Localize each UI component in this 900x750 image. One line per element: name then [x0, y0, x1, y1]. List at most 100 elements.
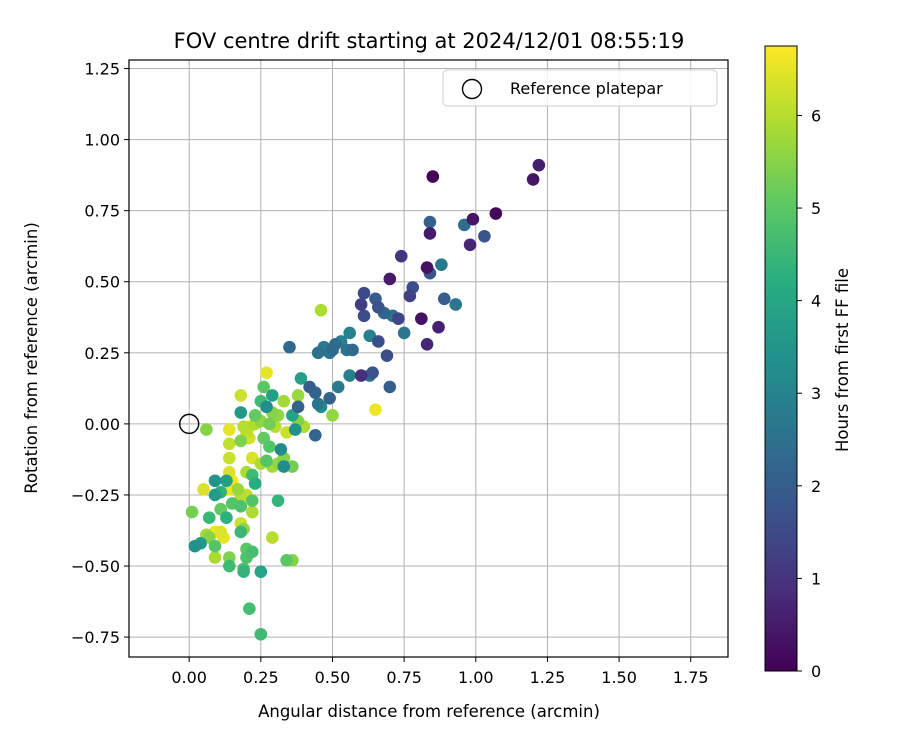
plot-frame	[128, 59, 729, 658]
x-tick-label: 1.00	[458, 668, 494, 687]
data-point	[283, 340, 296, 354]
data-point	[223, 451, 236, 465]
data-point	[245, 505, 259, 519]
y-tick-label: −0.50	[71, 557, 120, 576]
data-point	[277, 394, 291, 408]
data-point	[200, 423, 213, 436]
legend: Reference platepar	[442, 69, 718, 107]
x-tick-label: 0.25	[243, 668, 279, 687]
data-point	[220, 511, 233, 524]
data-point	[314, 303, 328, 317]
data-point	[257, 380, 271, 394]
x-axis-ticks: 0.00 0.25 0.50 0.75 1.00 1.25 1.50 1.75	[171, 657, 709, 687]
data-point	[231, 482, 245, 496]
y-tick-label: −0.25	[71, 486, 120, 505]
data-point	[271, 494, 285, 507]
data-point	[260, 454, 273, 468]
colorbar-tick-label: 0	[811, 662, 821, 681]
data-point	[208, 551, 222, 564]
colorbar-tick-label: 4	[811, 292, 821, 311]
colorbar-gradient	[764, 45, 798, 672]
data-point	[420, 261, 434, 274]
data-point	[266, 389, 279, 402]
data-point	[403, 289, 417, 303]
data-point	[237, 565, 250, 579]
data-point	[354, 369, 368, 382]
y-tick-label: −0.75	[71, 628, 120, 647]
data-point	[372, 335, 385, 348]
data-point	[234, 406, 248, 419]
reference-point	[178, 413, 200, 435]
data-point	[323, 392, 336, 405]
colorbar-label: Hours from first FF file	[833, 268, 852, 452]
data-point	[280, 554, 293, 567]
data-point	[383, 272, 397, 286]
data-point	[532, 158, 546, 172]
data-point	[188, 539, 202, 553]
data-point	[357, 309, 371, 323]
y-axis-label: Rotation from reference (arcmin)	[22, 222, 41, 494]
data-point	[274, 443, 288, 456]
data-point	[197, 482, 210, 496]
data-point	[366, 366, 379, 380]
data-point	[489, 207, 503, 220]
data-point	[423, 227, 437, 240]
data-point	[248, 477, 262, 490]
data-point	[343, 326, 356, 340]
data-point	[223, 437, 236, 451]
data-point	[311, 397, 325, 411]
data-point	[223, 559, 236, 573]
data-point	[357, 286, 371, 300]
data-point	[463, 238, 477, 252]
data-point	[214, 525, 228, 539]
y-tick-label: 0.00	[84, 415, 120, 434]
data-point	[208, 488, 222, 502]
x-tick-label: 1.25	[530, 668, 566, 687]
data-point	[185, 505, 199, 519]
data-point	[346, 343, 359, 357]
colorbar-tick-label: 5	[811, 199, 821, 218]
data-point	[423, 215, 437, 229]
data-point	[223, 423, 236, 436]
y-tick-label: 0.75	[84, 202, 120, 221]
colorbar-ticks: 0 1 2 3 4 5 6	[797, 106, 821, 681]
data-point	[331, 380, 345, 394]
data-point	[291, 389, 305, 402]
data-point	[394, 249, 408, 263]
x-tick-label: 0.50	[315, 668, 351, 687]
data-point	[392, 312, 405, 326]
data-point	[326, 409, 339, 422]
data-point	[243, 602, 256, 615]
y-tick-label: 1.25	[84, 60, 120, 79]
y-tick-label: 1.00	[84, 131, 120, 150]
data-point	[245, 494, 259, 507]
data-point	[526, 173, 540, 186]
data-point	[208, 539, 222, 553]
data-point	[303, 380, 316, 394]
data-point	[466, 212, 480, 226]
data-point	[397, 326, 411, 340]
y-tick-label: 0.25	[84, 344, 120, 363]
legend-marker-icon	[461, 78, 483, 100]
x-tick-label: 0.75	[386, 668, 422, 687]
data-point	[308, 428, 322, 442]
data-point	[478, 229, 491, 243]
data-point	[449, 298, 463, 311]
x-tick-label: 0.00	[171, 668, 207, 687]
data-point	[220, 474, 233, 488]
data-point	[420, 337, 434, 351]
data-point	[380, 349, 394, 362]
data-point	[266, 531, 279, 544]
y-tick-label: 0.50	[84, 273, 120, 292]
data-point	[343, 369, 356, 382]
legend-box	[442, 69, 718, 107]
data-point	[291, 400, 305, 414]
data-point	[260, 400, 273, 414]
colorbar-tick-label: 3	[811, 384, 821, 403]
x-tick-label: 1.75	[673, 668, 709, 687]
data-point	[354, 298, 368, 311]
colorbar-tick-label: 6	[811, 106, 821, 125]
data-point	[326, 343, 339, 357]
data-point	[237, 420, 250, 434]
data-point	[383, 380, 397, 394]
